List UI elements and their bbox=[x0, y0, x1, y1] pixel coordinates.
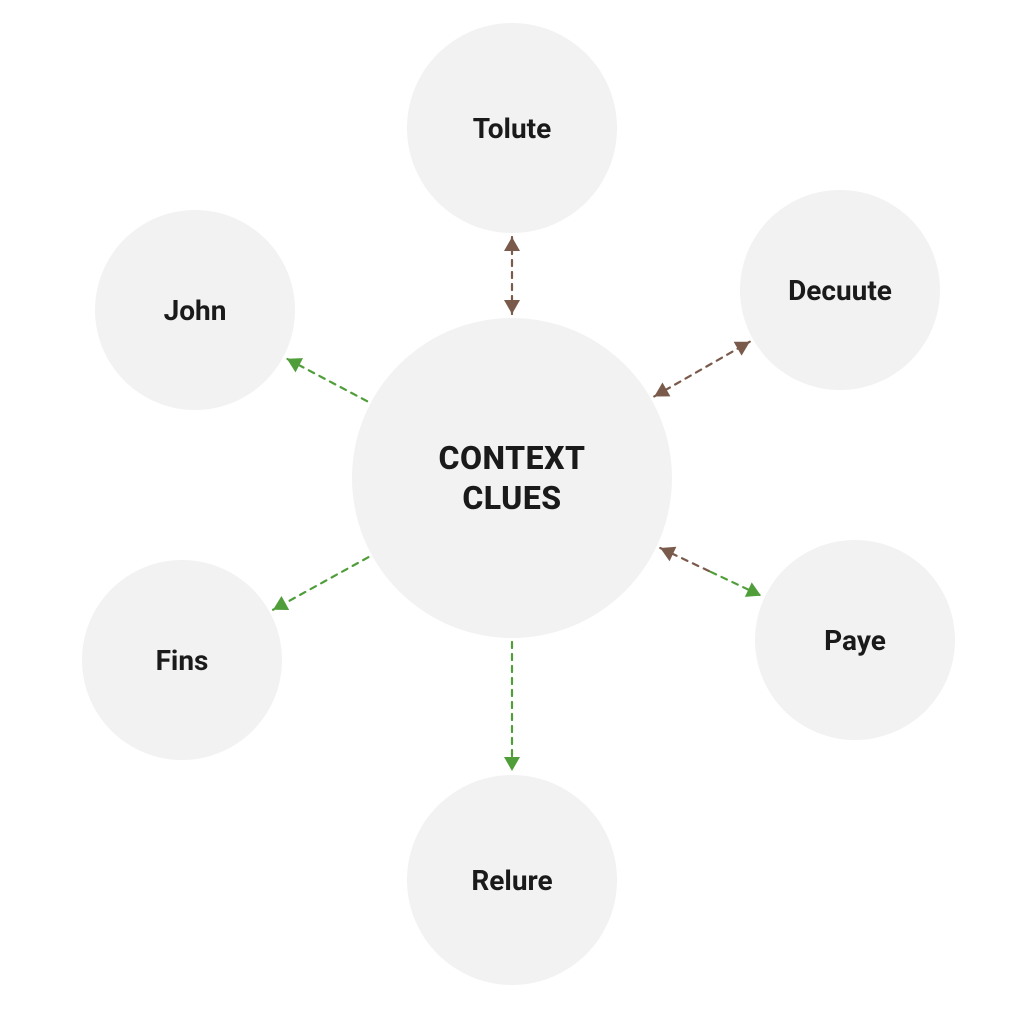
center-label-line1: CONTEXT bbox=[439, 438, 586, 478]
center-label-line2: CLUES bbox=[439, 478, 586, 518]
center-node: CONTEXTCLUES bbox=[352, 318, 672, 638]
outer-node-label: Tolute bbox=[473, 112, 551, 145]
outer-node-label: Paye bbox=[824, 624, 886, 657]
outer-node-label: Fins bbox=[156, 644, 209, 677]
outer-node-decuute: Decuute bbox=[740, 190, 940, 390]
outer-node-label: Decuute bbox=[788, 274, 892, 307]
diagram-canvas: CONTEXTCLUES Tolute Decuute Paye Relure Fins J… bbox=[0, 0, 1024, 1024]
center-label: CONTEXTCLUES bbox=[439, 438, 586, 518]
outer-node-label: John bbox=[164, 294, 227, 327]
outer-node-john: John bbox=[95, 210, 295, 410]
outer-node-paye: Paye bbox=[755, 540, 955, 740]
outer-node-tolute: Tolute bbox=[407, 23, 617, 233]
outer-node-relure: Relure bbox=[407, 775, 617, 985]
outer-node-fins: Fins bbox=[82, 560, 282, 760]
outer-node-label: Relure bbox=[471, 864, 552, 897]
